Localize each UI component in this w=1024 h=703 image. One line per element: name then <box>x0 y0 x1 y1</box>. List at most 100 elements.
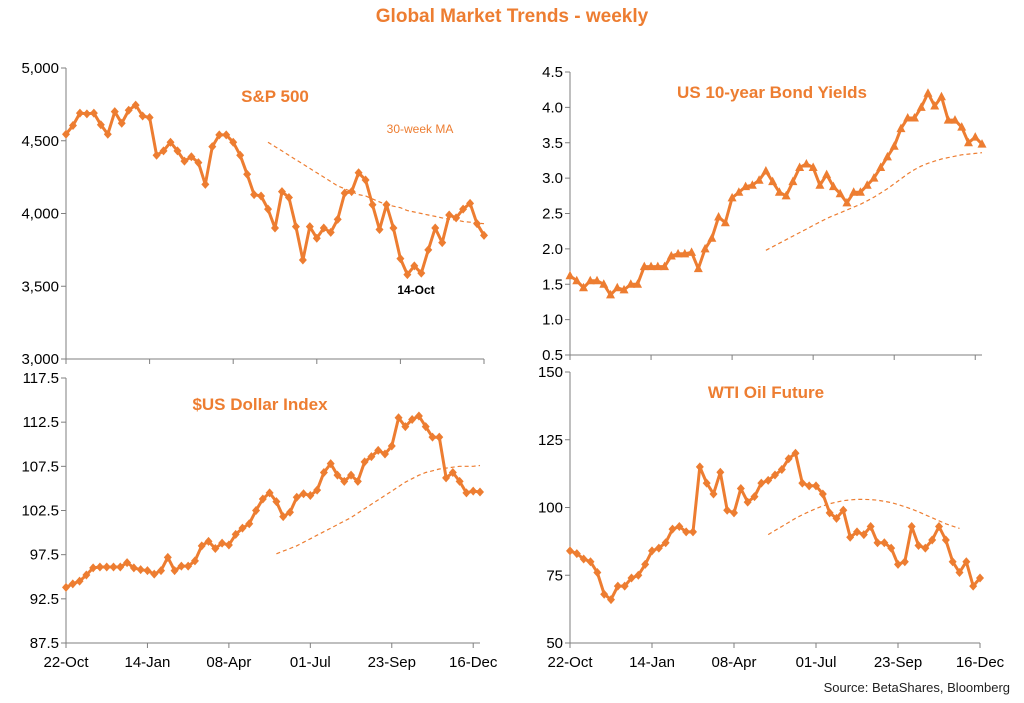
y-tick-label: 150 <box>538 364 563 381</box>
data-point <box>727 192 737 202</box>
data-point <box>129 563 138 573</box>
data-point <box>250 190 259 200</box>
x-tick-label: 01-Jul <box>796 654 837 671</box>
data-point <box>75 576 84 586</box>
source-note: Source: BetaShares, Bloomberg <box>823 680 1010 695</box>
data-point <box>340 476 349 486</box>
data-point <box>572 549 581 559</box>
data-point <box>641 559 650 569</box>
data-point <box>923 88 933 97</box>
data-point <box>955 568 964 578</box>
x-tick-label: 16-Dec <box>956 654 1005 671</box>
data-point <box>607 595 615 605</box>
data-point <box>764 475 773 485</box>
data-point <box>855 187 865 196</box>
data-point <box>380 449 389 459</box>
data-point <box>197 541 206 551</box>
data-point <box>950 115 960 124</box>
data-point <box>326 459 335 469</box>
data-point <box>747 180 757 189</box>
data-point <box>89 563 98 573</box>
data-point <box>750 492 759 502</box>
data-point <box>930 100 940 110</box>
y-tick-label: 5,000 <box>21 60 59 77</box>
y-tick-label: 4.5 <box>542 64 563 81</box>
data-point <box>435 432 444 442</box>
data-point <box>565 270 575 280</box>
data-point <box>812 481 820 491</box>
data-point <box>170 566 179 576</box>
data-point <box>75 108 84 118</box>
data-point <box>367 452 376 462</box>
data-point <box>455 476 464 486</box>
data-point <box>292 492 301 502</box>
data-point <box>970 132 980 141</box>
data-point <box>896 123 906 133</box>
data-point <box>666 250 676 260</box>
data-point <box>306 490 315 500</box>
data-point <box>586 557 595 567</box>
data-point <box>977 139 987 148</box>
y-tick-label: 92.5 <box>30 591 59 608</box>
y-tick-label: 107.5 <box>21 458 59 475</box>
y-tick-label: 1.5 <box>542 276 563 293</box>
data-point <box>606 289 616 299</box>
chart-panel-2: 0.5 1.0 1.5 2.0 2.5 3.0 3.5 4.0 4.5 US 10-year Bo… <box>542 64 987 364</box>
data-point <box>326 227 335 237</box>
data-point <box>103 129 112 139</box>
data-point <box>442 473 451 483</box>
data-point <box>741 181 751 191</box>
data-point <box>368 200 377 210</box>
data-point <box>473 219 482 229</box>
data-point <box>771 470 779 480</box>
data-point <box>702 478 711 488</box>
ma-line <box>267 141 485 225</box>
y-tick-label: 75 <box>546 567 563 584</box>
data-point <box>117 118 126 128</box>
data-point <box>846 532 855 542</box>
data-point <box>177 561 186 571</box>
data-point <box>89 108 98 118</box>
data-point <box>700 243 710 253</box>
data-point <box>231 529 240 539</box>
data-point <box>431 223 440 233</box>
data-point <box>784 454 793 464</box>
data-point <box>876 162 886 172</box>
data-point <box>639 261 649 271</box>
data-point <box>360 457 369 467</box>
data-point <box>599 279 609 288</box>
data-point <box>319 223 328 233</box>
data-point <box>102 562 111 572</box>
data-point <box>825 508 834 518</box>
data-point <box>941 535 950 545</box>
data-point <box>201 179 210 189</box>
y-tick-label: 112.5 <box>23 414 59 431</box>
data-point <box>285 507 294 517</box>
data-point <box>382 200 391 210</box>
data-point <box>613 581 622 591</box>
data-point <box>791 448 800 458</box>
data-point <box>880 538 889 548</box>
data-point <box>835 188 845 198</box>
data-point <box>194 158 203 168</box>
data-point <box>585 275 595 285</box>
data-point <box>68 120 77 130</box>
data-point <box>620 581 629 591</box>
data-point <box>903 112 913 122</box>
data-point <box>462 488 471 498</box>
data-point <box>448 468 457 478</box>
data-point <box>653 261 663 271</box>
data-point <box>264 204 273 214</box>
y-tick-label: 50 <box>546 635 563 652</box>
data-point <box>159 146 168 156</box>
data-point <box>866 521 875 531</box>
data-point <box>781 190 791 200</box>
data-point <box>374 445 383 455</box>
data-point <box>215 130 224 140</box>
data-point <box>963 137 973 147</box>
data-point <box>579 554 588 564</box>
data-point <box>265 488 274 498</box>
x-tick-label: 08-Apr <box>711 654 756 671</box>
data-point <box>754 175 764 184</box>
data-point <box>805 481 814 491</box>
